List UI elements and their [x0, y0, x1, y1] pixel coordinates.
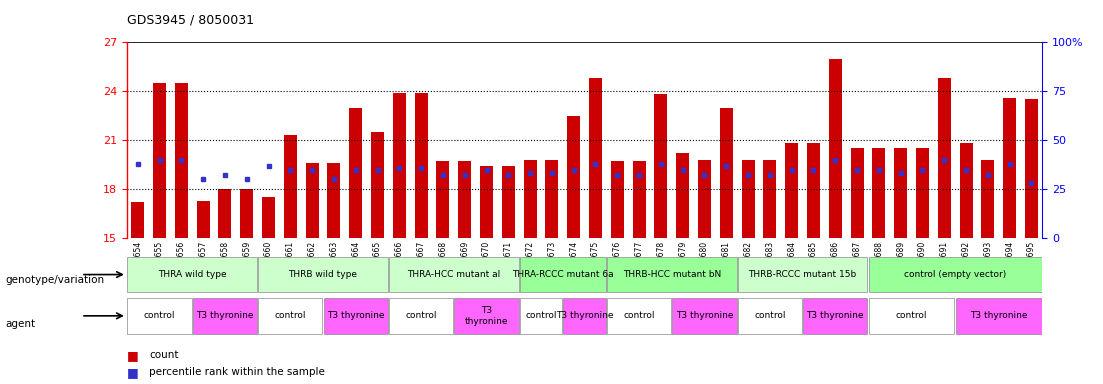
Text: control: control — [525, 311, 557, 320]
Bar — [240, 189, 254, 238]
Bar — [454, 298, 518, 334]
Text: control: control — [406, 311, 437, 320]
Text: genotype/variation: genotype/variation — [6, 275, 105, 285]
Bar — [524, 160, 537, 238]
Bar — [218, 189, 232, 238]
Bar — [567, 116, 580, 238]
Text: THRB-HCC mutant bN: THRB-HCC mutant bN — [623, 270, 721, 279]
Text: control: control — [143, 311, 175, 320]
Bar — [589, 78, 602, 238]
Text: agent: agent — [6, 319, 35, 329]
Bar — [1003, 98, 1016, 238]
Text: GDS3945 / 8050031: GDS3945 / 8050031 — [127, 14, 254, 27]
Bar — [196, 200, 210, 238]
Bar — [960, 143, 973, 238]
Bar — [828, 59, 842, 238]
Bar — [915, 148, 929, 238]
Bar — [306, 163, 319, 238]
Bar — [720, 108, 732, 238]
Bar — [480, 166, 493, 238]
Text: percentile rank within the sample: percentile rank within the sample — [149, 367, 324, 377]
Bar — [673, 298, 737, 334]
Bar — [153, 83, 167, 238]
Bar — [458, 161, 471, 238]
Bar — [128, 298, 192, 334]
Text: control: control — [275, 311, 306, 320]
Bar — [174, 83, 188, 238]
Bar — [193, 298, 257, 334]
Bar — [872, 148, 886, 238]
Bar — [956, 298, 1041, 334]
Text: T3 thyronine: T3 thyronine — [676, 311, 733, 320]
Text: ■: ■ — [127, 349, 139, 362]
Text: THRA wild type: THRA wild type — [158, 270, 226, 279]
Bar — [850, 148, 864, 238]
Bar — [632, 161, 645, 238]
Text: control: control — [623, 311, 655, 320]
Bar — [350, 108, 362, 238]
Bar — [1025, 99, 1038, 238]
Bar — [676, 153, 689, 238]
Text: THRB-RCCC mutant 15b: THRB-RCCC mutant 15b — [749, 270, 857, 279]
Bar — [437, 161, 449, 238]
Text: control (empty vector): control (empty vector) — [904, 270, 1006, 279]
Bar — [545, 160, 558, 238]
Text: T3 thyronine: T3 thyronine — [556, 311, 613, 320]
Text: T3 thyronine: T3 thyronine — [970, 311, 1028, 320]
Bar — [258, 298, 322, 334]
Bar — [807, 143, 820, 238]
Text: THRB wild type: THRB wild type — [289, 270, 357, 279]
Text: count: count — [149, 350, 179, 360]
Bar — [564, 298, 606, 334]
Bar — [654, 94, 667, 238]
Bar — [982, 160, 995, 238]
Bar — [502, 166, 515, 238]
Bar — [607, 298, 671, 334]
Bar — [803, 298, 867, 334]
Bar — [389, 257, 518, 292]
Bar — [698, 160, 711, 238]
Bar — [323, 298, 388, 334]
Bar — [128, 257, 257, 292]
Text: ■: ■ — [127, 366, 139, 379]
Bar — [520, 298, 563, 334]
Bar — [738, 257, 867, 292]
Bar — [415, 93, 428, 238]
Text: THRA-HCC mutant al: THRA-HCC mutant al — [407, 270, 501, 279]
Text: T3 thyronine: T3 thyronine — [196, 311, 254, 320]
Bar — [868, 257, 1041, 292]
Bar — [389, 298, 453, 334]
Bar — [868, 298, 954, 334]
Bar — [738, 298, 802, 334]
Bar — [393, 93, 406, 238]
Bar — [763, 160, 777, 238]
Text: T3 thyronine: T3 thyronine — [326, 311, 385, 320]
Bar — [895, 148, 907, 238]
Bar — [328, 163, 341, 238]
Bar — [741, 160, 754, 238]
Bar — [938, 78, 951, 238]
Bar — [611, 161, 624, 238]
Text: T3
thyronine: T3 thyronine — [464, 306, 508, 326]
Bar — [258, 257, 388, 292]
Bar — [283, 135, 297, 238]
Text: control: control — [754, 311, 785, 320]
Bar — [607, 257, 737, 292]
Bar — [520, 257, 606, 292]
Text: THRA-RCCC mutant 6a: THRA-RCCC mutant 6a — [512, 270, 613, 279]
Bar — [131, 202, 144, 238]
Text: T3 thyronine: T3 thyronine — [806, 311, 864, 320]
Bar — [263, 197, 275, 238]
Bar — [785, 143, 799, 238]
Text: control: control — [896, 311, 928, 320]
Bar — [371, 132, 384, 238]
